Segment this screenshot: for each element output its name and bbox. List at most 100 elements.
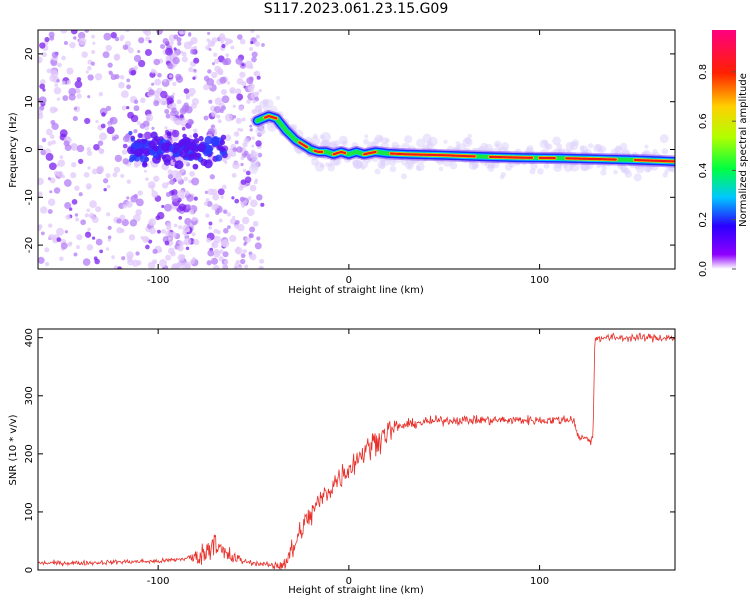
spectrum-noise-point: [242, 168, 247, 173]
spectrum-cluster-point: [220, 134, 227, 141]
spectrum-noise-point: [138, 37, 145, 44]
spectrum-noise-point: [96, 165, 105, 174]
spectrum-cluster-point: [219, 139, 226, 146]
spectrum-noise-point: [133, 65, 138, 71]
spectrum-noise-point: [235, 57, 243, 65]
spectrum-noise-point: [243, 242, 247, 246]
spectrum-noise-point: [125, 30, 130, 33]
spectrum-noise-point: [205, 197, 210, 202]
spectrum-noise-point: [256, 75, 261, 80]
spectrum-noise-point: [218, 33, 226, 40]
spectrum-noise-point: [103, 187, 107, 192]
spectrum-noise-point: [38, 96, 47, 105]
spectrum-halo-point: [364, 134, 369, 139]
spectrum-noise-point: [172, 263, 181, 269]
spectrum-noise-point: [172, 92, 176, 96]
spectrum-noise-point: [56, 227, 65, 236]
spectrum-noise-point: [173, 34, 179, 40]
spectrum-noise-point: [120, 90, 129, 99]
spectrum-noise-point: [161, 266, 165, 269]
ridge-hot-4: [363, 150, 377, 156]
spectrum-noise-point: [246, 208, 255, 217]
spectrum-halo-point: [291, 124, 298, 130]
spectrum-cluster-point: [163, 159, 171, 166]
spectrum-noise-point: [178, 215, 183, 220]
spectrum-noise-point: [150, 68, 156, 74]
spectrum-noise-point: [226, 225, 231, 230]
spectrum-noise-point: [91, 34, 96, 39]
spectrum-cluster-point: [200, 158, 208, 166]
spectrum-noise-point: [212, 193, 220, 201]
spectrum-noise-point: [178, 240, 185, 247]
spectrum-noise-point: [240, 253, 246, 259]
spectrum-cluster-point: [152, 151, 160, 159]
spectrum-noise-point: [60, 30, 68, 34]
spectrum-noise-point: [57, 62, 62, 68]
spectrum-noise-point: [207, 188, 215, 196]
spectrum-noise-point: [224, 259, 229, 265]
spectrum-halo-point: [614, 146, 624, 156]
spectrum-noise-point: [234, 219, 240, 225]
colorbar-label: Normalized spectral amplitude: [738, 73, 749, 227]
spectrum-noise-point: [66, 67, 74, 75]
spectrum-noise-point: [178, 30, 187, 35]
spectrum-halo-point: [542, 139, 549, 146]
spectrum-halo-point: [620, 165, 628, 173]
spectrum-noise-point: [231, 196, 235, 200]
spectrum-noise-point: [159, 259, 167, 268]
spectrum-noise-point: [142, 120, 150, 128]
spectrum-noise-point: [122, 44, 129, 50]
spectrum-noise-point: [41, 51, 47, 58]
spectrum-noise-point: [47, 141, 53, 146]
spectrum-noise-point: [87, 95, 91, 99]
spectrum-halo-point: [401, 173, 407, 180]
spectrum-halo-point: [255, 126, 265, 136]
spectrum-noise-point: [39, 206, 48, 214]
spectrum-noise-point: [56, 79, 60, 83]
spectrum-noise-point: [153, 100, 160, 107]
spectrum-noise-point: [49, 134, 55, 139]
spectrum-noise-point: [105, 44, 113, 52]
spectrum-halo-point: [537, 168, 544, 175]
spectrum-noise-point: [148, 218, 157, 226]
spectrum-halo-point: [462, 137, 473, 148]
spectrum-noise-point: [249, 199, 258, 208]
spectrum-halo-point: [569, 161, 580, 172]
spectrum-noise-point: [47, 209, 53, 214]
spectrum-cluster-point: [147, 140, 156, 149]
spectrum-noise-point: [176, 99, 182, 105]
spectrum-noise-point: [66, 80, 72, 85]
spectrum-noise-point: [157, 229, 161, 234]
spectrum-noise-point: [165, 47, 173, 56]
spectrum-noise-point: [126, 106, 130, 110]
spectrum-noise-point: [142, 30, 149, 34]
spectrum-noise-point: [88, 212, 95, 219]
spectrum-noise-point: [74, 213, 79, 217]
spectrum-halo-point: [329, 140, 338, 149]
spectrum-noise-point: [133, 129, 138, 134]
spectrum-noise-point: [38, 191, 43, 197]
spectrum-noise-point: [247, 85, 253, 91]
spectrum-noise-point: [92, 216, 99, 224]
spectrum-noise-point: [191, 177, 200, 186]
spectrum-noise-point: [224, 41, 229, 46]
spectrum-noise-point: [113, 53, 121, 61]
spectrum-noise-point: [76, 234, 83, 241]
spectrum-noise-point: [208, 225, 212, 230]
spectrum-noise-point: [169, 100, 173, 104]
spectrum-noise-point: [157, 211, 165, 220]
spectrum-noise-point: [250, 30, 255, 33]
spectrum-noise-point: [211, 62, 215, 66]
spectrum-halo-point: [332, 157, 342, 166]
spectrum-halo-point: [487, 164, 495, 172]
spectrum-halo-point: [664, 168, 670, 174]
spectrum-noise-point: [113, 166, 121, 173]
spectrum-noise-point: [122, 143, 128, 149]
spectrum-noise-point: [70, 30, 78, 35]
spectrum-noise-point: [69, 41, 76, 49]
spectrum-noise-point: [232, 147, 237, 152]
spectrum-noise-point: [97, 140, 104, 146]
spectrum-noise-point: [82, 258, 91, 266]
spectrum-noise-point: [51, 139, 56, 145]
spectrum-noise-point: [84, 213, 89, 218]
